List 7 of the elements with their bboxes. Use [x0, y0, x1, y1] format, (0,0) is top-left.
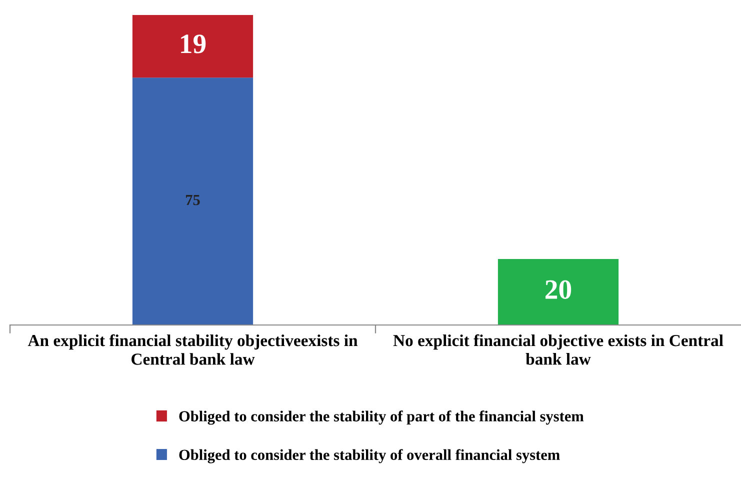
- data-label: 75: [186, 195, 200, 206]
- x-tick-label: No explicit financial objective exists in Central bank law: [393, 334, 724, 365]
- x-tick-label: An explicit financial stability objectiveexists in Central bank law: [28, 334, 358, 365]
- data-label: 20: [546, 280, 572, 299]
- legend-label: Obliged to consider the stability of part of the financial system: [179, 410, 584, 425]
- legend-label: Obliged to consider the stability of overall financial system: [179, 449, 560, 464]
- data-label: 19: [181, 34, 206, 54]
